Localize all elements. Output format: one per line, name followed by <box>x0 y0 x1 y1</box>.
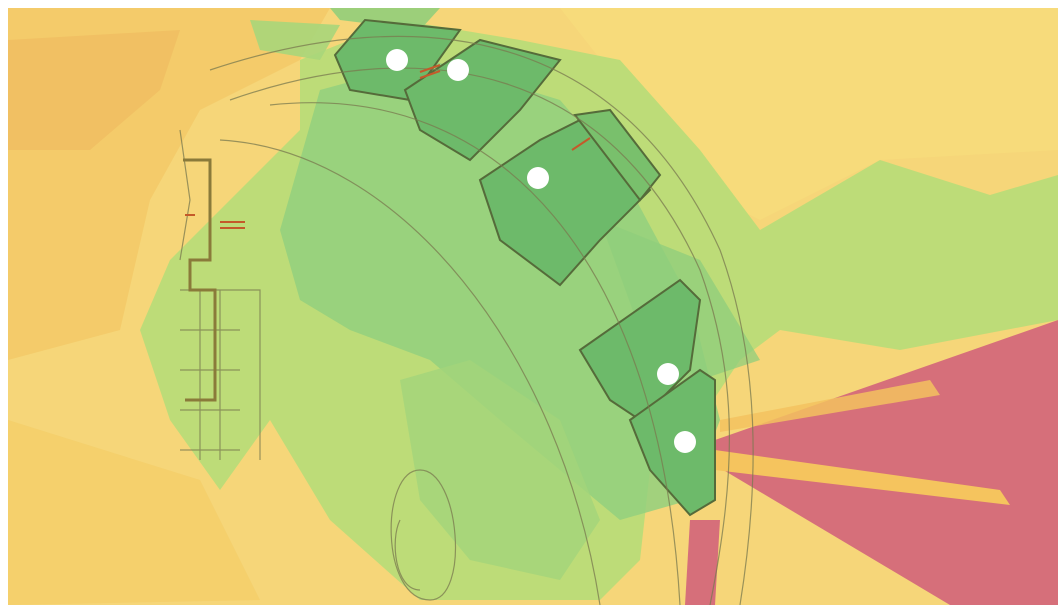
fair-signal-zone <box>715 450 1010 505</box>
weak-signal-zone <box>8 420 260 605</box>
weak-signal-zone <box>8 30 180 150</box>
access-point-marker[interactable] <box>527 167 549 189</box>
access-point-marker[interactable] <box>657 363 679 385</box>
building-wall <box>183 158 217 402</box>
furniture-marks <box>185 64 591 229</box>
building-room <box>578 278 702 422</box>
strong-signal-zone <box>400 360 600 580</box>
weak-signal-zone <box>8 8 330 360</box>
access-point-marker[interactable] <box>447 59 469 81</box>
fair-signal-zone <box>720 380 940 432</box>
building-room <box>628 368 716 517</box>
access-point-marker[interactable] <box>386 49 408 71</box>
building-room <box>478 118 652 287</box>
good-signal-zone <box>250 20 340 60</box>
coverage-map-canvas <box>8 8 1058 605</box>
access-point-marker[interactable] <box>674 431 696 453</box>
floor-plan-lines <box>179 35 754 605</box>
coverage-map <box>8 8 1058 605</box>
building-room <box>573 108 662 202</box>
no-signal-zone <box>715 320 1058 605</box>
no-signal-zone <box>685 520 720 605</box>
